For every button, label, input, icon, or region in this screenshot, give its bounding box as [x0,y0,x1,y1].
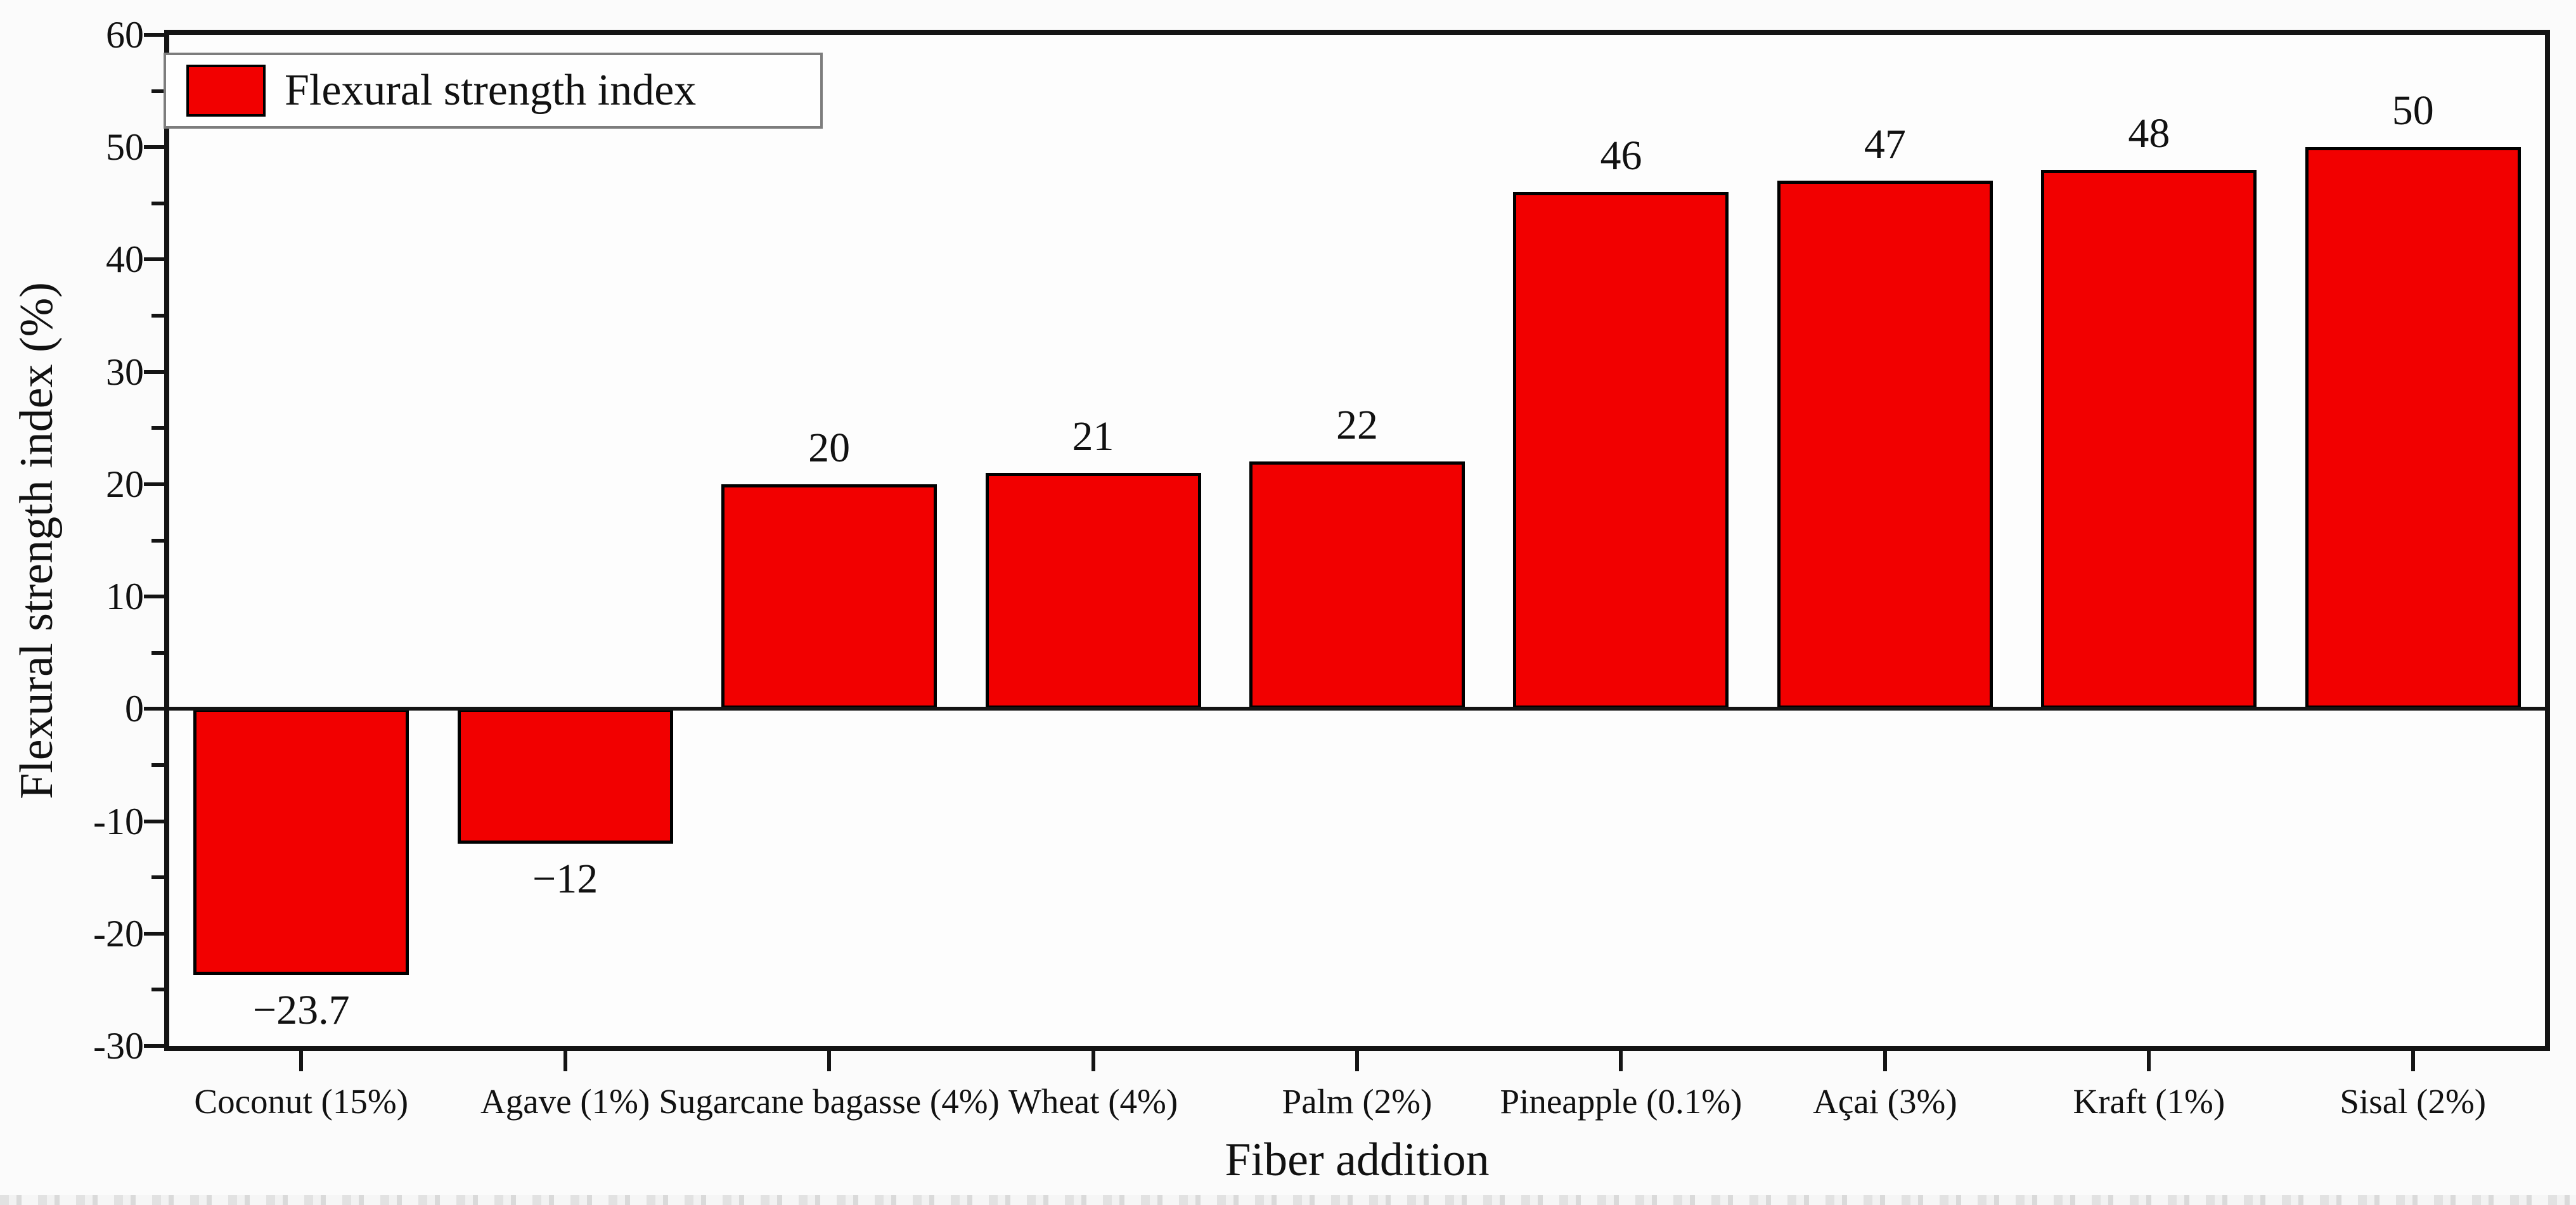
bar [457,709,673,844]
bar [1777,181,1993,709]
y-major-tick [144,145,164,150]
x-major-tick [1355,1051,1359,1071]
bar-value-label: −12 [532,856,598,902]
bar-value-label: 50 [2392,87,2434,134]
bar [2305,147,2521,709]
x-tick-label: Palm (2%) [1282,1082,1433,1121]
y-tick-label: 20 [106,463,144,505]
bar-value-label: 48 [2128,110,2170,157]
y-tick-label: -30 [93,1025,144,1067]
bar-value-label: 21 [1072,413,1114,460]
x-tick-label: Pineapple (0.1%) [1500,1082,1742,1121]
y-tick-label: 10 [106,576,144,618]
y-tick-label: 60 [106,14,144,56]
bottom-edge-artifact [0,1195,2576,1205]
bar-value-label: 47 [1864,121,1906,168]
y-major-tick [144,1044,164,1048]
y-major-tick [144,707,164,711]
x-major-tick [1619,1051,1623,1071]
x-major-tick [299,1051,304,1071]
y-major-tick [144,370,164,374]
y-minor-tick [151,538,164,543]
y-minor-tick [151,426,164,430]
x-major-tick [827,1051,832,1071]
x-tick-label: Açai (3%) [1813,1082,1957,1121]
y-major-tick [144,482,164,486]
y-minor-tick [151,89,164,93]
y-axis-title: Flexural strength index (%) [11,281,63,799]
x-tick-label: Wheat (4%) [1008,1082,1178,1121]
y-minor-tick [151,314,164,318]
y-minor-tick [151,875,164,880]
bar-value-label: 46 [1600,132,1642,179]
legend-box: Flexural strength index [164,53,823,129]
bar-value-label: 20 [808,424,851,471]
y-major-tick [144,33,164,37]
x-tick-label: Coconut (15%) [194,1082,409,1121]
y-minor-tick [151,763,164,767]
legend-color-swatch [186,65,266,117]
legend-label: Flexural strength index [285,66,697,115]
x-major-tick [2147,1051,2151,1071]
y-tick-label: 30 [106,351,144,393]
y-major-tick [144,819,164,823]
y-minor-tick [151,988,164,992]
bar [1249,461,1465,709]
y-tick-label: 0 [125,688,144,730]
y-major-tick [144,595,164,599]
x-major-tick [2411,1051,2415,1071]
x-major-tick [1091,1051,1095,1071]
y-tick-label: -10 [93,800,144,842]
x-tick-label: Sugarcane bagasse (4%) [659,1082,1000,1121]
x-axis-title: Fiber addition [1225,1134,1490,1186]
bar [721,484,937,709]
bar [2041,169,2257,709]
bar-value-label: 22 [1336,402,1378,449]
zero-baseline [169,707,2545,711]
y-major-tick [144,257,164,262]
bar-value-label: −23.7 [252,987,350,1034]
y-minor-tick [151,201,164,205]
bar [1513,192,1729,709]
x-tick-label: Agave (1%) [480,1082,650,1121]
y-tick-label: 50 [106,126,144,169]
y-tick-label: -20 [93,912,144,955]
x-tick-label: Kraft (1%) [2073,1082,2225,1121]
y-tick-label: 40 [106,238,144,281]
x-tick-label: Sisal (2%) [2340,1082,2487,1121]
x-major-tick [563,1051,567,1071]
y-minor-tick [151,650,164,655]
y-major-tick [144,931,164,936]
x-major-tick [1883,1051,1887,1071]
bar [985,473,1201,709]
bar [193,709,409,976]
